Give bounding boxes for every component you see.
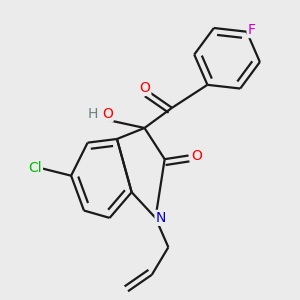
Text: N: N bbox=[155, 211, 166, 225]
Text: O: O bbox=[140, 81, 150, 95]
Text: O: O bbox=[102, 107, 113, 121]
Text: O: O bbox=[191, 148, 202, 163]
Text: Cl: Cl bbox=[28, 161, 42, 175]
Text: F: F bbox=[248, 23, 256, 37]
Text: H: H bbox=[87, 107, 98, 121]
